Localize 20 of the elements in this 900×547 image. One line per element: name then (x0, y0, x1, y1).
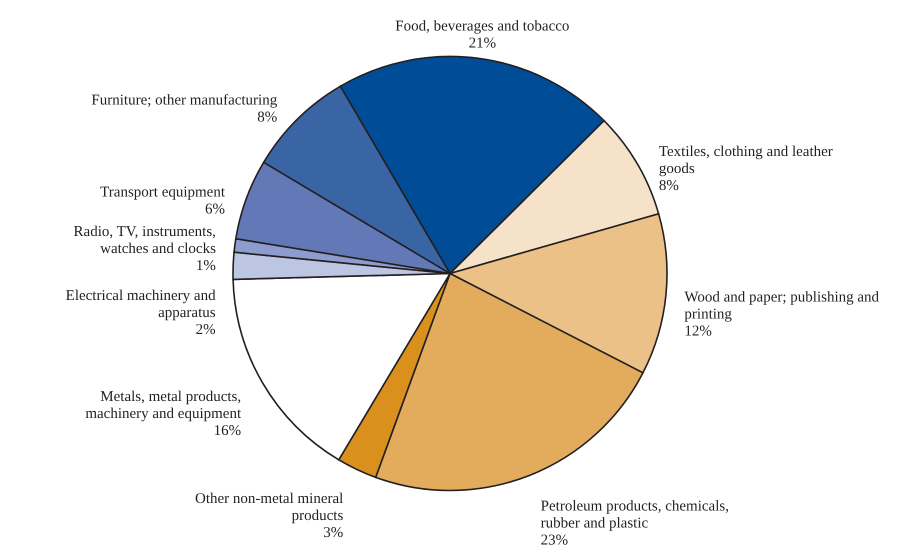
slice-label: Petroleum products, chemicals, rubber and plastic (540, 498, 729, 532)
data-label: 12% (684, 324, 712, 340)
slice-label: Furniture; other manufacturing (91, 92, 278, 108)
data-label: 21% (468, 36, 496, 52)
data-label: 23% (540, 532, 568, 547)
data-label: 8% (257, 109, 278, 126)
data-label: 16% (214, 422, 242, 439)
data-label: 3% (323, 524, 344, 541)
slice-label: Wood and paper; publishing and printing (684, 290, 880, 323)
slice-label: Electrical machinery and apparatus (66, 288, 216, 322)
slice-label: Textiles, clothing and leather goods (658, 144, 833, 178)
data-label: 8% (658, 178, 679, 194)
data-label: 2% (196, 322, 216, 338)
slice-label: Food, beverages and tobacco (395, 18, 570, 35)
data-label: 6% (205, 201, 226, 218)
slice-label: Radio, TV, instruments, watches and clocks (74, 224, 216, 257)
data-label: 1% (196, 258, 216, 274)
slice-label: Transport equipment (100, 184, 226, 200)
slice-label: Other non-metal mineral products (195, 490, 344, 524)
slice-label: Metals, metal products, machinery and equipment (85, 388, 242, 422)
